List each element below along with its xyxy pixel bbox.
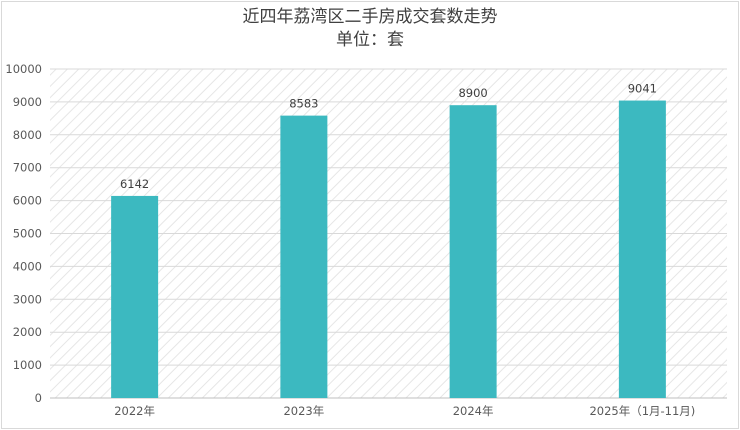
chart-title: 近四年荔湾区二手房成交套数走势 <box>242 7 498 27</box>
data-label: 9041 <box>628 82 657 96</box>
y-tick-label: 9000 <box>13 95 42 109</box>
y-tick-label: 5000 <box>13 227 42 241</box>
data-label: 8583 <box>289 97 318 111</box>
y-tick-label: 6000 <box>13 194 42 208</box>
y-tick-label: 1000 <box>13 358 42 372</box>
x-tick-label: 2025年（1月-11月) <box>589 404 695 418</box>
y-tick-label: 10000 <box>5 62 42 76</box>
data-label: 8900 <box>458 86 487 100</box>
y-tick-label: 4000 <box>13 259 42 273</box>
y-tick-label: 2000 <box>13 325 42 339</box>
bar <box>449 105 497 398</box>
bar <box>111 195 159 398</box>
y-tick-label: 3000 <box>13 292 42 306</box>
x-tick-label: 2023年 <box>283 404 324 418</box>
x-tick-label: 2022年 <box>114 404 155 418</box>
y-tick-label: 8000 <box>13 128 42 142</box>
data-label: 6142 <box>120 177 149 191</box>
y-tick-label: 0 <box>35 391 42 405</box>
chart-subtitle: 单位：套 <box>336 30 404 50</box>
bar <box>618 100 666 399</box>
x-tick-label: 2024年 <box>453 404 494 418</box>
y-tick-label: 7000 <box>13 161 42 175</box>
bar <box>280 115 328 399</box>
